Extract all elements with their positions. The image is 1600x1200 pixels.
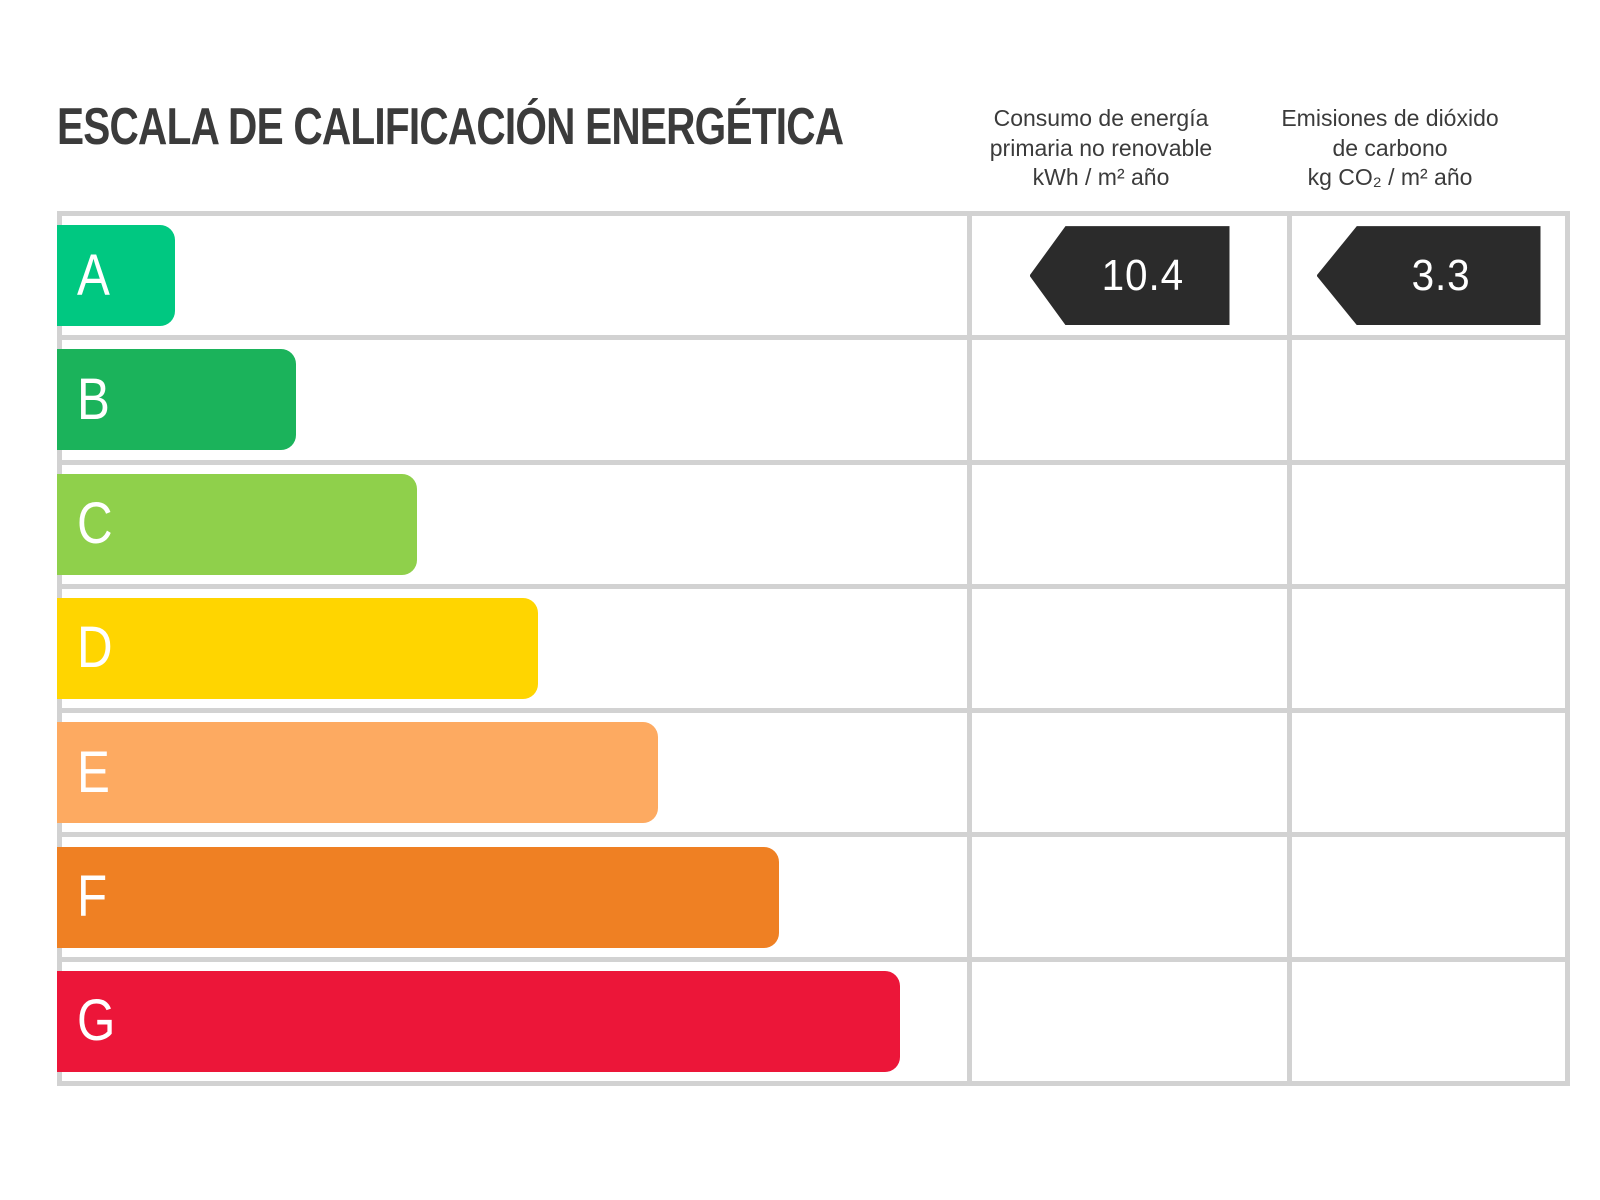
consumption-header-line2: primaria no renovable (989, 134, 1213, 161)
scale-cell-c-col1: C (57, 464, 967, 584)
emissions-value-badge: 3.3 (1316, 226, 1541, 326)
rating-letter-g: G (77, 988, 116, 1054)
page-title: ESCALA DE CALIFICACIÓN ENERGÉTICA (57, 98, 844, 156)
consumption-value: 10.4 (1101, 250, 1184, 300)
emissions-value: 3.3 (1411, 250, 1472, 300)
scale-cell-c-col2 (972, 464, 1287, 584)
rating-bar-d: D (57, 597, 538, 699)
scale-cell-a-col3: 3.3 (1292, 216, 1565, 336)
scale-cell-g-col2 (972, 961, 1287, 1081)
rating-bar-c: C (57, 473, 417, 575)
rating-letter-f: F (77, 864, 108, 930)
scale-cell-d-col3 (1292, 588, 1565, 709)
consumption-column-header: Consumo de energía primaria no renovable… (955, 104, 1247, 193)
emissions-column-header: Emisiones de dióxido de carbono kg CO₂ /… (1245, 104, 1535, 193)
consumption-header-line3: kWh / m² año (1032, 164, 1170, 190)
rating-bar-b: B (57, 349, 296, 451)
scale-cell-b-col3 (1292, 340, 1565, 460)
rating-letter-d: D (77, 615, 113, 681)
scale-cell-g-col3 (1292, 961, 1565, 1081)
scale-cell-f-col1: F (57, 837, 967, 957)
scale-cell-d-col2 (972, 588, 1287, 709)
scale-cell-g-col1: G (57, 961, 967, 1081)
rating-bar-a: A (57, 225, 175, 327)
scale-cell-a-col1: A (57, 216, 967, 336)
consumption-header-line1: Consumo de energía (993, 105, 1209, 131)
rating-letter-b: B (77, 366, 110, 432)
rating-bar-e: E (57, 722, 658, 824)
rating-bar-g: G (57, 970, 900, 1072)
emissions-header-line2: de carbono (1332, 134, 1448, 161)
rating-letter-a: A (77, 242, 110, 308)
rating-letter-e: E (77, 739, 110, 805)
rating-letter-c: C (77, 491, 113, 557)
scale-cell-b-col1: B (57, 340, 967, 460)
rating-bar-f: F (57, 846, 779, 948)
consumption-value-badge: 10.4 (1029, 226, 1230, 326)
scale-cell-d-col1: D (57, 588, 967, 709)
scale-cell-f-col2 (972, 837, 1287, 957)
scale-cell-a-col2: 10.4 (972, 216, 1287, 336)
emissions-header-line1: Emisiones de dióxido (1281, 105, 1499, 131)
scale-cell-b-col2 (972, 340, 1287, 460)
scale-cell-e-col3 (1292, 713, 1565, 833)
scale-cell-c-col3 (1292, 464, 1565, 584)
emissions-header-line3: kg CO₂ / m² año (1307, 164, 1473, 190)
scale-cell-e-col1: E (57, 713, 967, 833)
scale-cell-e-col2 (972, 713, 1287, 833)
scale-cell-f-col3 (1292, 837, 1565, 957)
